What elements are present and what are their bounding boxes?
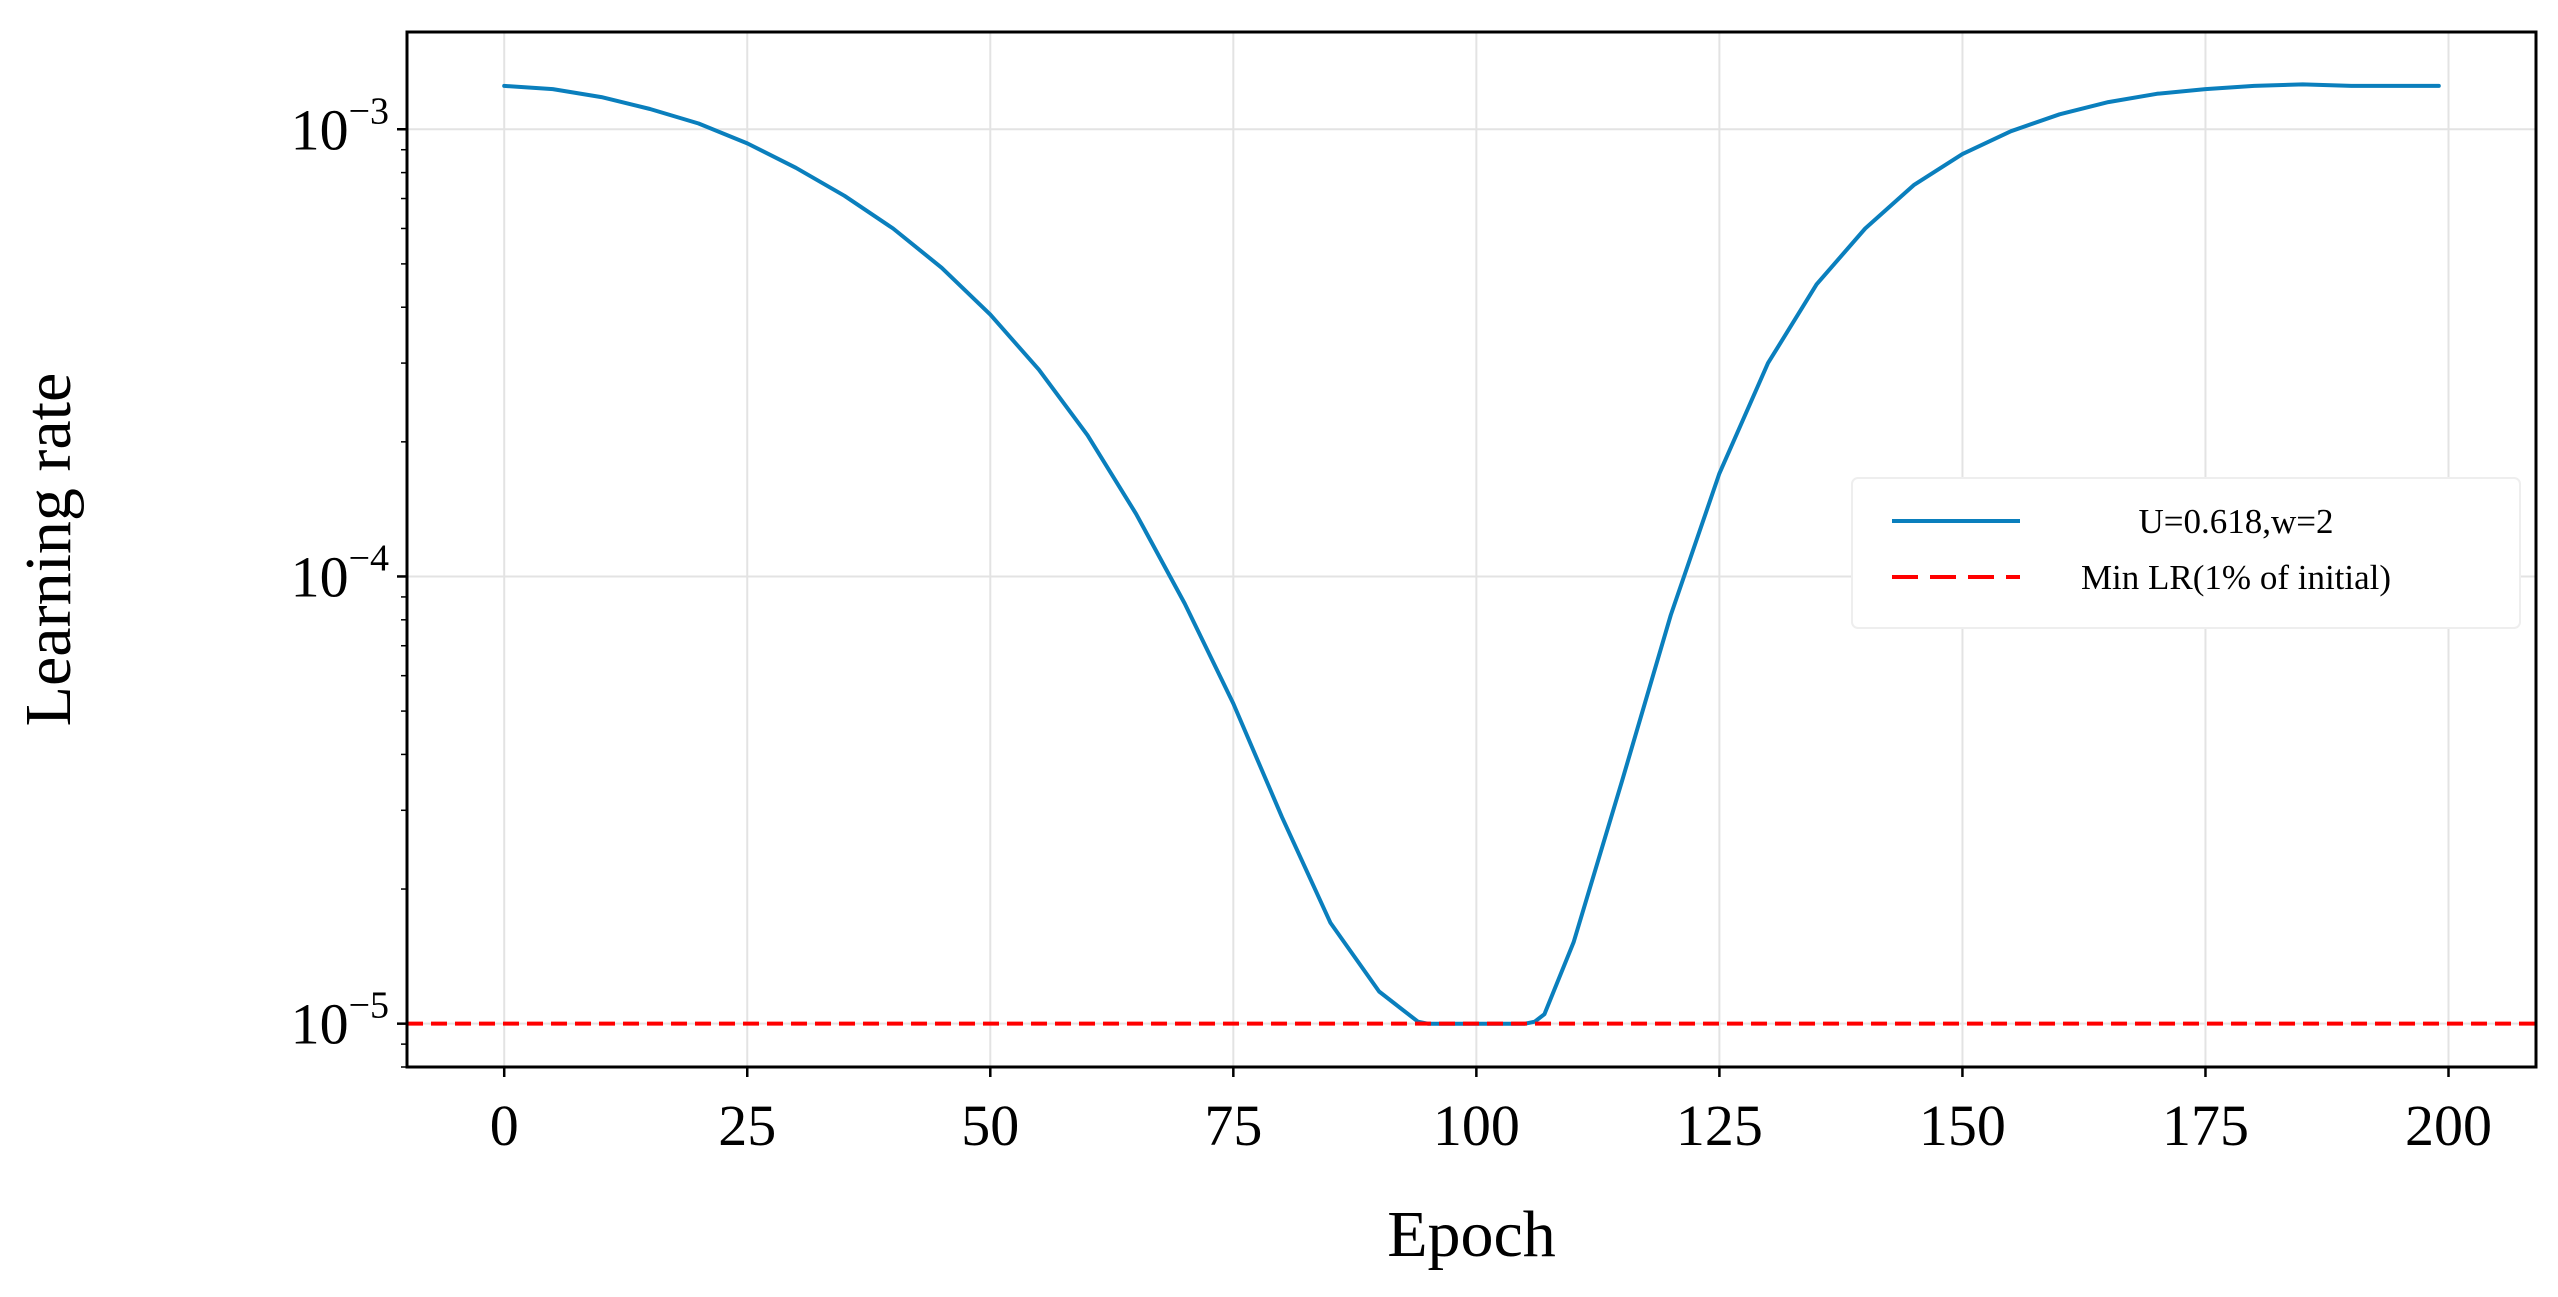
legend-label: U=0.618,w=2 (2138, 502, 2333, 541)
x-tick-label: 150 (1919, 1093, 2006, 1158)
y-tick-label: 10−4 (291, 537, 389, 609)
x-tick-label: 175 (2162, 1093, 2249, 1158)
legend: U=0.618,w=2 Min LR(1% of initial) (1851, 477, 2521, 629)
legend-label: Min LR(1% of initial) (2081, 558, 2391, 597)
plot-series (407, 82, 2536, 1026)
y-tick-base: 10 (291, 544, 349, 609)
y-tick-exponent: −3 (349, 90, 389, 132)
x-tick-label: 200 (2405, 1093, 2492, 1158)
legend-box (1851, 477, 2521, 629)
y-axis-label: Learning rate (12, 373, 85, 727)
x-tick-label: 125 (1676, 1093, 1763, 1158)
y-tick-exponent: −5 (349, 985, 389, 1027)
x-axis-label: Epoch (1387, 1198, 1556, 1271)
x-tick-label: 75 (1204, 1093, 1262, 1158)
y-tick-exponent: −4 (349, 537, 389, 579)
y-tick-label: 10−3 (291, 90, 389, 162)
y-tick-base: 10 (291, 992, 349, 1057)
y-tick-label: 10−5 (291, 985, 389, 1057)
x-tick-label: 100 (1433, 1093, 1520, 1158)
x-tick-label: 25 (718, 1093, 776, 1158)
x-tick-label: 0 (490, 1093, 519, 1158)
y-tick-base: 10 (291, 97, 349, 162)
x-tick-label: 50 (961, 1093, 1019, 1158)
plot-frame (405, 30, 2538, 1069)
